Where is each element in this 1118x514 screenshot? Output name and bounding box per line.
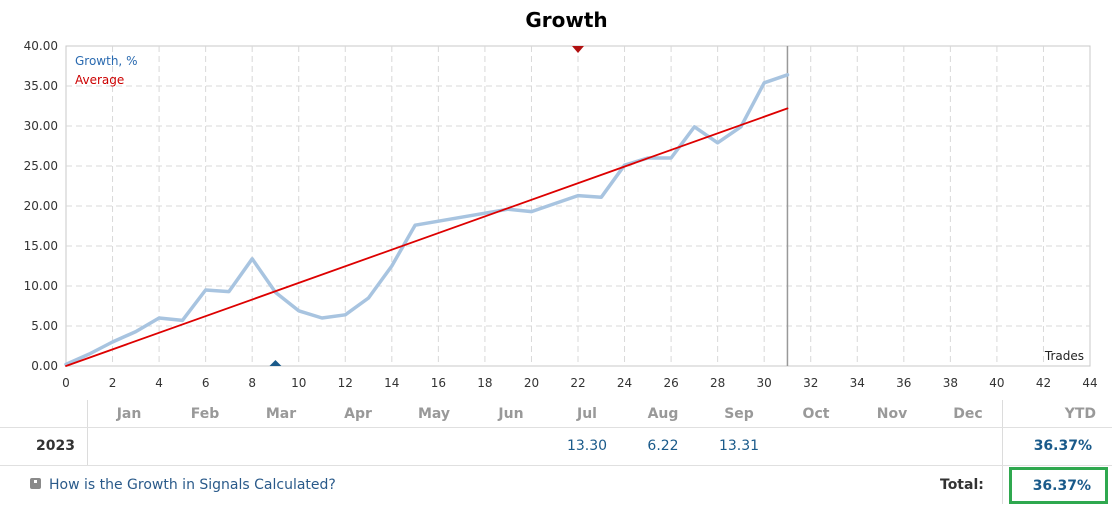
table-divider-left: [87, 400, 88, 466]
growth-series-line: [64, 73, 790, 367]
x-tick-label: 44: [1082, 376, 1097, 390]
month-header: Jan: [116, 406, 142, 422]
x-tick-label: 40: [989, 376, 1004, 390]
ytd-value: 36.37%: [1033, 438, 1092, 454]
x-tick-label: 36: [896, 376, 911, 390]
x-tick-label: 2: [109, 376, 117, 390]
x-tick-label: 0: [62, 376, 70, 390]
total-value: 36.37%: [1032, 478, 1091, 494]
top-triangle-marker: [572, 46, 584, 53]
x-tick-label: 18: [477, 376, 492, 390]
y-tick-label: 25.00: [24, 159, 58, 173]
x-tick-label: 32: [803, 376, 818, 390]
y-tick-label: 20.00: [24, 199, 58, 213]
year-label: 2023: [36, 438, 75, 454]
x-tick-label: 34: [850, 376, 865, 390]
x-tick-label: 10: [291, 376, 306, 390]
x-axis-label: Trades: [1044, 349, 1084, 363]
month-header: May: [417, 406, 451, 422]
x-tick-label: 14: [384, 376, 399, 390]
month-header: Dec: [953, 406, 983, 422]
bottom-triangle-marker: [269, 360, 282, 366]
x-tick-label: 38: [943, 376, 958, 390]
y-tick-label: 0.00: [31, 359, 58, 373]
month-header: Sep: [724, 406, 754, 422]
month-value: 6.22: [647, 438, 679, 454]
x-tick-label: 28: [710, 376, 725, 390]
month-header: Jul: [577, 406, 597, 422]
month-value: 13.31: [718, 438, 760, 454]
month-header: Apr: [344, 406, 372, 422]
x-tick-label: 4: [155, 376, 163, 390]
x-tick-label: 30: [757, 376, 772, 390]
growth-chart: 0.005.0010.0015.0020.0025.0030.0035.0040…: [24, 39, 1098, 390]
chart-title: Growth: [525, 8, 608, 32]
table-row-divider: [0, 427, 1112, 428]
average-series-line: [65, 107, 789, 367]
month-header: Feb: [190, 406, 220, 422]
month-header: Nov: [876, 406, 908, 422]
y-tick-label: 15.00: [24, 239, 58, 253]
x-tick-label: 8: [248, 376, 256, 390]
table-divider-right: [1002, 400, 1003, 504]
legend-growth: Growth, %: [75, 54, 137, 68]
y-tick-label: 35.00: [24, 79, 58, 93]
month-header: Aug: [647, 406, 679, 422]
table-row-divider: [0, 465, 1112, 466]
y-tick-label: 30.00: [24, 119, 58, 133]
ytd-header: YTD: [1064, 406, 1096, 422]
month-header: Jun: [498, 406, 524, 422]
y-tick-label: 40.00: [24, 39, 58, 53]
month-value: 13.30: [566, 438, 608, 454]
total-box: 36.37%: [1009, 467, 1108, 504]
info-icon: [30, 478, 41, 489]
help-link-text[interactable]: How is the Growth in Signals Calculated?: [49, 477, 336, 493]
month-header: Oct: [802, 406, 830, 422]
x-tick-label: 6: [202, 376, 210, 390]
y-tick-label: 10.00: [24, 279, 58, 293]
y-tick-label: 5.00: [31, 319, 58, 333]
x-tick-label: 42: [1036, 376, 1051, 390]
x-tick-label: 22: [570, 376, 585, 390]
x-tick-label: 12: [338, 376, 353, 390]
month-header: Mar: [265, 406, 297, 422]
x-tick-label: 24: [617, 376, 632, 390]
x-tick-label: 16: [431, 376, 446, 390]
x-tick-label: 20: [524, 376, 539, 390]
x-tick-label: 26: [663, 376, 678, 390]
total-label: Total:: [940, 477, 984, 493]
growth-help-link[interactable]: How is the Growth in Signals Calculated?: [30, 477, 336, 493]
legend-average: Average: [75, 73, 124, 87]
